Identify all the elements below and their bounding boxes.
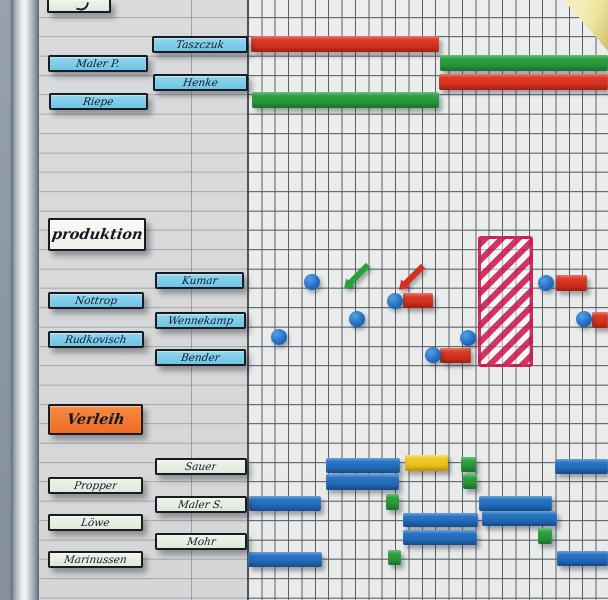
tag-label: Rudkovisch <box>64 333 128 346</box>
magnet-strip-yel[interactable] <box>405 455 448 471</box>
aluminium-frame-rail <box>11 0 39 600</box>
hatched-marker-zone <box>478 236 533 367</box>
tag-label: Mohr <box>185 535 217 548</box>
magnet-strip-grn[interactable] <box>252 92 439 108</box>
tag-label: produktion <box>50 226 144 243</box>
magnet-square[interactable] <box>461 457 476 472</box>
name-tag-mohr[interactable]: Mohr <box>155 533 247 550</box>
magnet-strip-blu[interactable] <box>403 530 477 545</box>
magnet-strip-blu[interactable] <box>249 496 321 511</box>
arrow-magnet-icon[interactable] <box>397 262 427 292</box>
tag-label: Propper <box>73 479 118 492</box>
magnet-dot[interactable] <box>425 347 441 363</box>
name-tag-verleih[interactable]: Verleih <box>48 404 143 435</box>
name-tag-wennekamp[interactable]: Wennekamp <box>155 312 246 329</box>
tag-label: Maler P. <box>75 57 121 70</box>
magnet-dot[interactable] <box>576 311 592 327</box>
name-tag-propper[interactable]: Propper <box>48 477 143 494</box>
name-tag-riepe[interactable]: Riepe <box>49 93 148 110</box>
name-tag-nottrop[interactable]: Nottrop <box>48 292 144 309</box>
tag-label: Marinussen <box>63 553 128 566</box>
tag-label: Verleih <box>65 411 126 428</box>
magnet-strip-grn[interactable] <box>440 55 608 71</box>
name-tag-marinussen[interactable]: Marinussen <box>48 551 143 568</box>
name-tag-cropped[interactable] <box>47 0 111 13</box>
arrow-magnet-icon[interactable] <box>342 261 372 291</box>
tag-label: Riepe <box>82 95 115 108</box>
magnet-square[interactable] <box>386 494 399 510</box>
magnet-strip-blu[interactable] <box>555 459 608 474</box>
tag-label: Taszczuk <box>175 38 225 51</box>
magnet-strip-red[interactable] <box>556 275 587 291</box>
name-tag-maler-s[interactable]: Maler S. <box>155 496 247 513</box>
tag-label: Sauer <box>184 460 218 473</box>
magnet-strip-red[interactable] <box>440 348 471 363</box>
name-tag-kumar[interactable]: Kumar <box>155 272 244 289</box>
name-tag-rudkovisch[interactable]: Rudkovisch <box>48 331 144 348</box>
magnet-dot[interactable] <box>271 329 287 345</box>
magnet-square[interactable] <box>538 528 552 544</box>
magnet-dot[interactable] <box>387 293 403 309</box>
tag-label: Maler S. <box>177 498 225 511</box>
name-tag-henke[interactable]: Henke <box>153 74 248 91</box>
tag-label: Löwe <box>80 516 111 529</box>
magnet-strip-blu[interactable] <box>326 474 399 490</box>
magnet-dot[interactable] <box>304 274 320 290</box>
tag-label: Wennekamp <box>167 314 234 327</box>
tag-label: Bender <box>180 351 221 364</box>
pen-stroke <box>75 0 90 13</box>
magnet-strip-red[interactable] <box>403 293 433 308</box>
magnet-strip-blu[interactable] <box>403 513 478 527</box>
name-tag-bender[interactable]: Bender <box>155 349 246 366</box>
magnet-strip-blu[interactable] <box>482 511 557 526</box>
tag-label: Nottrop <box>74 294 118 307</box>
name-tag-produktion[interactable]: produktion <box>48 218 146 251</box>
magnet-dot[interactable] <box>349 311 365 327</box>
magnet-strip-blu[interactable] <box>326 458 400 473</box>
magnet-strip-red[interactable] <box>592 312 608 328</box>
magnet-dot[interactable] <box>460 330 476 346</box>
name-tag-sauer[interactable]: Sauer <box>155 458 247 475</box>
magnet-strip-blu[interactable] <box>248 552 322 567</box>
magnet-strip-red[interactable] <box>439 74 608 90</box>
magnet-strip-blu[interactable] <box>479 496 552 511</box>
name-tag-maler-p[interactable]: Maler P. <box>48 55 148 72</box>
name-tag-loewe[interactable]: Löwe <box>48 514 143 531</box>
magnet-strip-blu[interactable] <box>557 551 608 566</box>
label-column-divider <box>191 0 192 600</box>
wall-background <box>0 0 11 600</box>
name-tag-taszczuk[interactable]: Taszczuk <box>152 36 248 53</box>
tag-label: Kumar <box>180 274 219 287</box>
tag-label: Henke <box>182 76 219 89</box>
magnet-strip-red[interactable] <box>251 36 439 52</box>
magnet-dot[interactable] <box>538 275 554 291</box>
magnet-square[interactable] <box>388 550 401 565</box>
magnet-square[interactable] <box>463 474 477 489</box>
